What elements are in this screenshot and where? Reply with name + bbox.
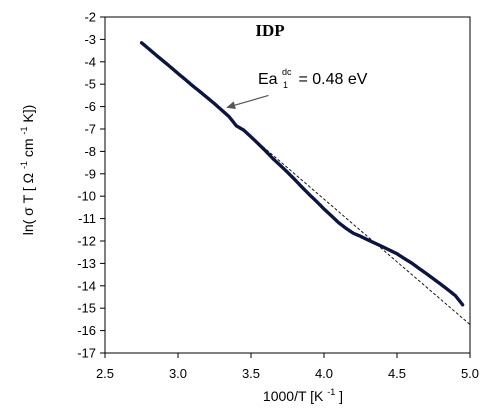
y-axis-title-cm: cm xyxy=(20,138,36,157)
fit-line-group xyxy=(243,129,471,325)
y-tick-label: -5 xyxy=(84,77,96,92)
y-tick-label: -13 xyxy=(77,256,96,271)
y-tick-label: -11 xyxy=(78,211,96,226)
annotation-value: = 0.48 eV xyxy=(298,71,367,88)
x-tick-label: 5.0 xyxy=(461,366,479,381)
annotation-arrow xyxy=(234,94,269,106)
fit-line xyxy=(243,129,471,325)
y-axis-title-sup2: -1 xyxy=(19,126,29,134)
chart-title: IDP xyxy=(255,21,284,40)
plot-area-border xyxy=(104,16,471,354)
y-tick-label: -10 xyxy=(77,189,96,204)
annotation-sup: dc xyxy=(282,67,292,77)
plot-frame xyxy=(104,16,471,354)
x-tick-label: 3.5 xyxy=(242,366,260,381)
y-tick-label: -6 xyxy=(84,99,96,114)
x-axis-title-close: ] xyxy=(339,388,343,404)
annotation-main: Ea xyxy=(258,71,278,88)
x-tick-label: 2.5 xyxy=(96,366,114,381)
annotation-arrowhead xyxy=(226,101,236,110)
y-tick-label: -3 xyxy=(84,32,96,47)
y-tick-label: -9 xyxy=(84,166,96,181)
annotation-text: Ea dc 1 = 0.48 eV xyxy=(258,62,368,92)
y-axis-title-sup1: -1 xyxy=(19,161,29,169)
y-axis-title-prefix: ln( xyxy=(20,219,36,235)
annotation: Ea dc 1 = 0.48 eV xyxy=(226,62,368,110)
y-tick-label: -12 xyxy=(77,234,96,249)
y-tick-label: -15 xyxy=(77,301,96,316)
y-tick-label: -8 xyxy=(84,144,96,159)
x-axis: 2.5 3.0 3.5 4.0 4.5 5.0 xyxy=(96,353,479,381)
annotation-sub: 1 xyxy=(283,80,288,90)
data-series-group xyxy=(139,41,465,307)
y-axis-title: ln( σ T [ Ω -1 cm -1 K]) xyxy=(14,105,36,236)
y-tick-label: -17 xyxy=(77,346,96,361)
y-tick-label: -7 xyxy=(84,122,96,137)
y-axis-title-t: T [ xyxy=(20,187,36,203)
y-tick-label: -14 xyxy=(77,278,96,293)
y-tick-label: -4 xyxy=(84,54,96,69)
x-axis-title-main: 1000/T [K xyxy=(263,388,324,404)
y-tick-label: -2 xyxy=(84,10,96,25)
x-tick-label: 4.5 xyxy=(388,366,406,381)
x-tick-label: 4.0 xyxy=(315,366,333,381)
x-tick-label: 3.0 xyxy=(169,366,187,381)
y-tick-label: -16 xyxy=(77,323,96,338)
y-axis-title-tail: K]) xyxy=(20,105,36,123)
data-point xyxy=(461,303,465,307)
y-axis-title-sigma: σ xyxy=(20,207,36,216)
x-axis-title: 1000/T [K -1 ] xyxy=(263,382,343,404)
y-axis-title-omega: Ω xyxy=(20,173,36,183)
y-axis: -2 -3 -4 -5 -6 -7 -8 -9 -10 -11 -12 -13 -14 -15 -16 -17 xyxy=(77,10,105,361)
x-axis-title-sup: -1 xyxy=(327,387,335,397)
